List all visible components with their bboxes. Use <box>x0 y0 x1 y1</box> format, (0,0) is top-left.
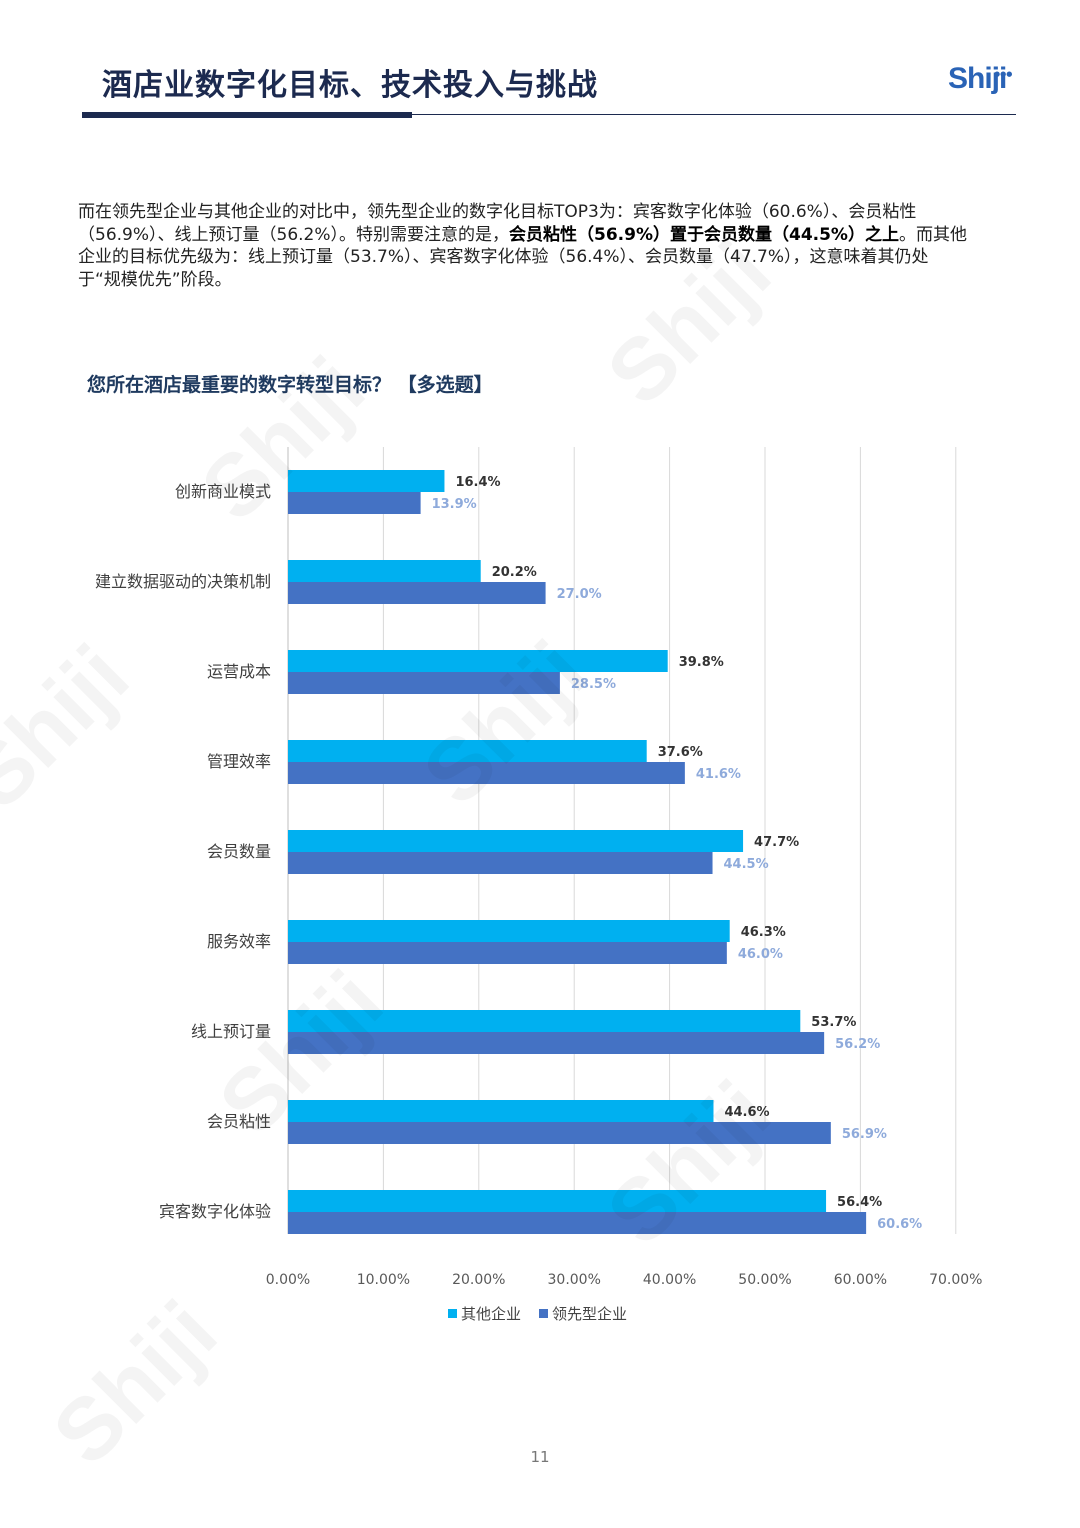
legend-swatch-others <box>448 1309 457 1318</box>
header-rule-thin <box>412 114 1016 115</box>
bar <box>288 650 668 672</box>
category-label: 运营成本 <box>207 662 271 681</box>
category-label: 宾客数字化体验 <box>159 1202 271 1221</box>
shiji-logo: Shiji <box>948 62 1007 95</box>
category-label: 管理效率 <box>207 752 271 771</box>
data-label: 44.6% <box>724 1105 769 1120</box>
bar <box>288 942 727 964</box>
data-label: 60.6% <box>877 1217 922 1232</box>
x-tick-label: 10.00% <box>357 1272 410 1288</box>
data-label: 20.2% <box>492 565 537 580</box>
bar <box>288 1122 831 1144</box>
bar <box>288 852 713 874</box>
data-label: 46.0% <box>738 947 783 962</box>
chart-title: 您所在酒店最重要的数字转型目标？ 【多选题】 <box>87 374 493 396</box>
page-number: 11 <box>530 1448 550 1466</box>
bar <box>288 1100 714 1122</box>
data-label: 39.8% <box>679 655 724 670</box>
x-tick-label: 50.00% <box>738 1272 791 1288</box>
bar <box>288 672 560 694</box>
logo-dots-icon: ●●● <box>994 70 1013 78</box>
intro-text-bold: 会员粘性（56.9%）置于会员数量（44.5%）之上 <box>509 224 899 245</box>
bar <box>288 1212 867 1234</box>
data-label: 56.4% <box>837 1195 882 1210</box>
bar <box>288 830 744 852</box>
intro-text-2: 。而其他企业的目标优先级为：线上预订量（53.7%）、宾客数字化体验（56.4%… <box>78 224 967 290</box>
data-label: 16.4% <box>455 475 500 490</box>
data-label: 53.7% <box>811 1015 856 1030</box>
data-label: 41.6% <box>696 767 741 782</box>
bar <box>288 762 685 784</box>
data-label: 37.6% <box>658 745 703 760</box>
x-tick-label: 0.00% <box>266 1272 310 1288</box>
bar <box>288 1190 827 1212</box>
data-label: 46.3% <box>741 925 786 940</box>
category-label: 服务效率 <box>207 932 271 951</box>
header-rule-thick <box>82 112 412 118</box>
category-label: 会员粘性 <box>207 1112 271 1131</box>
bar <box>288 560 481 582</box>
bar <box>288 1010 801 1032</box>
data-label: 47.7% <box>754 835 799 850</box>
data-label: 13.9% <box>432 497 477 512</box>
bar <box>288 582 546 604</box>
bar <box>288 920 730 942</box>
x-tick-label: 40.00% <box>643 1272 696 1288</box>
category-label: 创新商业模式 <box>175 482 271 501</box>
x-tick-label: 30.00% <box>548 1272 601 1288</box>
intro-paragraph: 而在领先型企业与其他企业的对比中，领先型企业的数字化目标TOP3为：宾客数字化体… <box>78 201 968 291</box>
category-label: 建立数据驱动的决策机制 <box>95 572 271 591</box>
category-label: 会员数量 <box>207 842 271 861</box>
bar <box>288 470 445 492</box>
legend-item-leaders: 领先型企业 <box>539 1303 627 1324</box>
legend-swatch-leaders <box>539 1309 549 1318</box>
x-tick-label: 20.00% <box>452 1272 505 1288</box>
chart-legend: 其他企业 领先型企业 <box>448 1303 627 1324</box>
data-label: 56.2% <box>835 1037 880 1052</box>
legend-label-leaders: 领先型企业 <box>552 1305 628 1323</box>
bar <box>288 492 421 514</box>
data-label: 56.9% <box>842 1127 887 1142</box>
category-label: 线上预订量 <box>191 1022 271 1041</box>
data-label: 27.0% <box>557 587 602 602</box>
data-label: 44.5% <box>724 857 769 872</box>
legend-label-others: 其他企业 <box>461 1305 522 1323</box>
x-tick-label: 70.00% <box>929 1272 982 1288</box>
bar <box>288 1032 825 1054</box>
legend-item-others: 其他企业 <box>448 1303 521 1324</box>
page-title: 酒店业数字化目标、技术投入与挑战 <box>102 68 598 103</box>
data-label: 28.5% <box>571 677 616 692</box>
intro-text-1: 而在领先型企业与其他企业的对比中，领先型企业的数字化目标TOP3为：宾客数字化体… <box>78 202 917 245</box>
bar <box>288 740 647 762</box>
x-tick-label: 60.00% <box>834 1272 887 1288</box>
